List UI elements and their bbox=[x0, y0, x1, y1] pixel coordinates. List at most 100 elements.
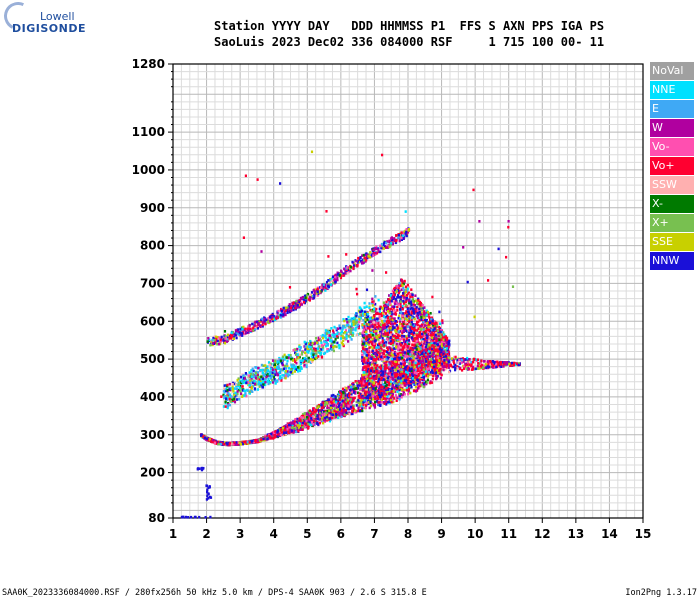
echo-point bbox=[336, 341, 339, 345]
echo-point bbox=[391, 395, 394, 398]
echo-point bbox=[371, 401, 374, 405]
echo-point bbox=[226, 395, 229, 399]
echo-point bbox=[418, 381, 421, 384]
echo-point bbox=[288, 423, 291, 427]
echo-point bbox=[307, 417, 310, 420]
echo-point bbox=[239, 380, 242, 383]
echo-point bbox=[400, 395, 403, 399]
echo-point bbox=[364, 256, 367, 260]
x-tick-label: 12 bbox=[534, 527, 551, 541]
echo-point bbox=[259, 325, 262, 328]
echo-point bbox=[274, 380, 277, 383]
echo-point bbox=[375, 251, 379, 255]
echo-point bbox=[326, 284, 330, 288]
echo-point bbox=[330, 394, 333, 397]
echo-point bbox=[355, 314, 358, 318]
echo-point bbox=[248, 371, 251, 374]
echo-point bbox=[324, 332, 327, 335]
echo-point bbox=[309, 361, 312, 364]
echo-point bbox=[282, 367, 285, 371]
echo-point bbox=[383, 322, 386, 326]
echo-point bbox=[340, 403, 343, 407]
echo-point bbox=[405, 388, 408, 392]
echo-point bbox=[261, 325, 264, 328]
y-tick-label: 1000 bbox=[132, 163, 165, 177]
echo-point bbox=[312, 415, 315, 419]
echo-point bbox=[388, 400, 391, 403]
echo-point bbox=[354, 322, 357, 325]
echo-point bbox=[285, 374, 288, 377]
echo-point bbox=[310, 352, 313, 355]
echo-point bbox=[276, 429, 280, 432]
echo-point bbox=[256, 320, 259, 324]
echo-point bbox=[338, 398, 341, 402]
echo-point bbox=[435, 360, 438, 363]
echo-point bbox=[256, 388, 259, 391]
echo-point bbox=[304, 348, 307, 351]
echo-point bbox=[355, 319, 358, 322]
echo-point bbox=[316, 347, 319, 350]
echo-point bbox=[335, 400, 338, 404]
echo-point bbox=[331, 275, 335, 278]
echo-point bbox=[256, 373, 259, 376]
echo-point bbox=[397, 236, 400, 240]
echo-point bbox=[267, 372, 270, 376]
echo-point bbox=[375, 385, 378, 388]
logo-digisonde: DIGISONDE bbox=[12, 22, 86, 35]
echo-point bbox=[264, 364, 267, 367]
echo-point bbox=[251, 367, 254, 371]
echo-point bbox=[441, 319, 444, 322]
echo-point bbox=[353, 387, 356, 391]
echo-point bbox=[422, 378, 426, 381]
echo-point bbox=[352, 399, 355, 402]
echo-point bbox=[328, 419, 332, 423]
echo-point bbox=[303, 414, 306, 417]
echo-point bbox=[267, 380, 270, 383]
echo-point bbox=[285, 367, 288, 370]
echo-point bbox=[281, 355, 285, 359]
echo-point bbox=[330, 342, 333, 346]
echo-point bbox=[314, 413, 317, 417]
echo-point bbox=[409, 391, 412, 395]
echo-point bbox=[419, 384, 422, 388]
echo-point bbox=[336, 334, 339, 338]
echo-point bbox=[260, 368, 263, 372]
echo-point bbox=[243, 377, 246, 380]
echo-point bbox=[284, 306, 288, 310]
echo-point bbox=[341, 413, 344, 416]
echo-point bbox=[342, 339, 345, 343]
echo-point bbox=[286, 359, 289, 363]
echo-point bbox=[235, 336, 238, 340]
echo-point bbox=[272, 437, 275, 440]
echo-point bbox=[348, 392, 351, 395]
echo-point bbox=[317, 338, 320, 342]
echo-point bbox=[282, 426, 285, 430]
echo-point bbox=[309, 414, 313, 417]
echo-point bbox=[333, 333, 336, 336]
echo-point bbox=[374, 247, 377, 251]
echo-point bbox=[249, 327, 252, 331]
echo-point bbox=[377, 403, 380, 407]
echo-point bbox=[228, 336, 231, 340]
echo-point bbox=[362, 319, 365, 322]
echo-point bbox=[333, 400, 336, 403]
echo-point bbox=[373, 378, 376, 381]
echo-point bbox=[218, 342, 221, 346]
echo-point bbox=[381, 389, 384, 393]
echo-point bbox=[322, 401, 325, 405]
echo-point bbox=[375, 245, 378, 248]
echo-point bbox=[372, 252, 375, 256]
echo-point bbox=[261, 371, 265, 375]
echo-point bbox=[225, 336, 229, 339]
echo-point bbox=[398, 392, 401, 396]
echo-point bbox=[417, 367, 420, 371]
echo-point bbox=[351, 399, 354, 403]
echo-point bbox=[220, 335, 223, 339]
echo-point bbox=[349, 319, 352, 323]
echo-point bbox=[253, 440, 256, 444]
echo-point bbox=[388, 243, 391, 247]
echo-point bbox=[333, 278, 336, 281]
echo-point bbox=[366, 318, 369, 321]
echo-point bbox=[393, 305, 396, 308]
echo-point bbox=[295, 430, 298, 434]
